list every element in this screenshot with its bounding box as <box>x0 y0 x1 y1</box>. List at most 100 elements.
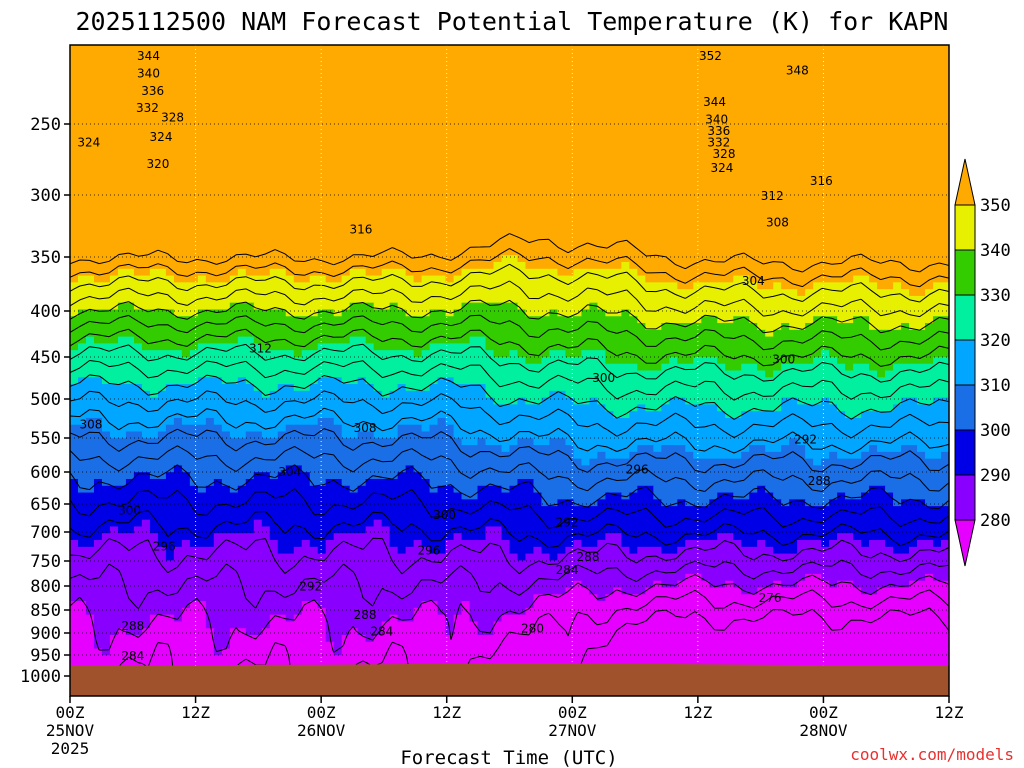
band-cell <box>117 302 135 311</box>
colorbar-segment <box>954 249 976 296</box>
band-cell <box>437 417 447 426</box>
band-cell <box>629 546 638 555</box>
band-cell <box>693 282 758 290</box>
band-cell <box>813 282 878 290</box>
contour-332 <box>70 328 949 367</box>
x-tick-label: 25NOV <box>46 721 95 740</box>
band-cell <box>429 479 519 487</box>
band-cell <box>157 533 215 541</box>
band-cell <box>893 492 949 500</box>
band-cell <box>821 458 949 467</box>
band-cell <box>205 485 231 494</box>
band-cell <box>757 540 766 548</box>
band-cell <box>77 343 143 351</box>
band-cell <box>70 187 949 195</box>
band-cell <box>277 384 295 392</box>
band-cell <box>165 553 175 561</box>
band-cell <box>70 99 949 107</box>
x-tick-label: 26NOV <box>297 721 346 740</box>
contour-label: 284 <box>370 625 393 639</box>
contour-label: 328 <box>161 111 184 125</box>
band-cell <box>781 404 838 412</box>
band-cell <box>341 309 407 317</box>
contour-label: 304 <box>278 465 301 479</box>
band-cell <box>557 499 575 507</box>
band-cell <box>149 268 167 277</box>
band-cell <box>813 356 838 365</box>
band-cell <box>70 540 79 548</box>
band-cell <box>829 397 902 406</box>
band-cell <box>70 567 949 575</box>
band-cell <box>565 390 949 399</box>
band-cell <box>70 160 949 168</box>
band-cell <box>613 411 630 419</box>
band-cell <box>333 641 343 650</box>
band-cell <box>445 621 455 629</box>
band-cell <box>373 343 431 351</box>
y-axis: 250 300 350 400 450 500 550 600 650 700 750 800 850 9… <box>20 115 70 687</box>
y-tick-label: 750 <box>30 552 61 572</box>
band-cell <box>70 526 111 534</box>
band-cell <box>853 275 870 283</box>
band-cell <box>917 445 949 453</box>
band-cell <box>70 343 79 351</box>
band-cell <box>837 580 854 589</box>
band-cell <box>70 268 119 277</box>
band-cell <box>597 302 949 311</box>
band-cell <box>533 594 598 602</box>
band-cell <box>517 397 527 406</box>
band-cell <box>813 316 838 324</box>
band-cell <box>70 248 949 256</box>
band-cell <box>717 492 734 500</box>
band-cell <box>70 390 151 399</box>
band-cell <box>661 404 718 412</box>
band-cell <box>70 438 463 446</box>
band-cell <box>77 485 95 494</box>
band-cell <box>869 485 886 494</box>
band-cell <box>413 540 423 548</box>
band-cell <box>141 343 199 351</box>
band-cell <box>933 540 942 548</box>
band-cell <box>893 282 902 290</box>
band-cell <box>365 336 471 344</box>
band-cell <box>533 438 551 446</box>
band-cell <box>517 350 551 358</box>
band-cell <box>237 336 255 344</box>
band-cell <box>445 540 511 548</box>
band-cell <box>373 302 391 311</box>
contour-label: 328 <box>713 147 736 161</box>
band-cell <box>501 614 949 623</box>
band-cell <box>909 289 926 297</box>
band-cell <box>733 580 774 589</box>
band-cell <box>837 356 934 365</box>
band-cell <box>301 465 407 473</box>
band-cell <box>445 275 455 283</box>
band-cell <box>381 268 407 277</box>
band-cell <box>317 417 335 426</box>
band-cell <box>509 540 575 548</box>
band-cell <box>70 58 949 66</box>
x-tick-label: 00Z <box>307 703 336 722</box>
contour-352 <box>70 248 949 288</box>
band-cell <box>70 119 949 127</box>
band-cell <box>77 377 103 385</box>
band-cell <box>261 628 327 636</box>
band-cell <box>269 268 287 277</box>
band-cell <box>325 621 383 629</box>
band-cell <box>917 540 934 548</box>
band-cell <box>389 526 487 534</box>
band-cell <box>101 377 199 385</box>
band-cell <box>477 485 503 494</box>
band-cell <box>557 553 949 561</box>
band-cell <box>669 397 686 406</box>
x-tick-label: 28NOV <box>799 721 848 740</box>
band-cell <box>70 356 527 365</box>
band-cell <box>149 526 255 534</box>
band-cell <box>853 533 949 541</box>
band-cell <box>869 316 934 324</box>
band-cell <box>70 85 949 94</box>
colorbar-label: 310 <box>980 376 1011 396</box>
band-cell <box>70 641 95 650</box>
band-cell <box>461 438 479 446</box>
band-cell <box>93 634 111 643</box>
